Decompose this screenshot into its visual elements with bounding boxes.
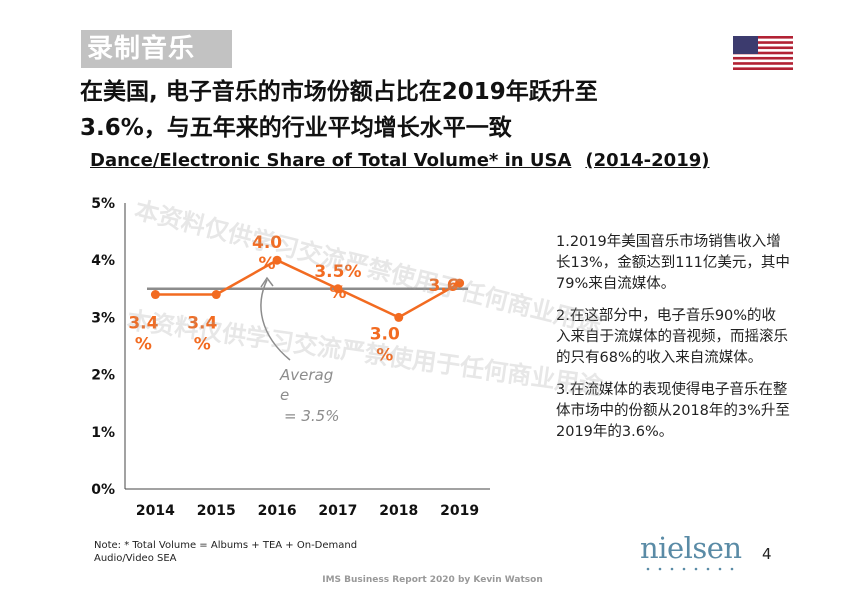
average-arrowhead: [260, 276, 274, 288]
average-label: e: [280, 386, 289, 404]
data-label: 3.5%: [314, 262, 361, 282]
note-3: 3.在流媒体的表现使得电子音乐在整体市场中的份额从2018年的3%升至2019年…: [556, 382, 790, 440]
section-tag: 录制音乐: [81, 30, 232, 68]
us-flag-icon: [733, 36, 793, 70]
headline: 在美国, 电子音乐的市场份额占比在2019年跃升至 3.6%，与五年来的行业平均…: [80, 74, 720, 146]
flag-stripe: [733, 51, 793, 55]
headline-line-1: 在美国, 电子音乐的市场份额占比在2019年跃升至: [80, 79, 598, 105]
average-arrow: [260, 279, 291, 361]
average-label: Averag: [279, 366, 333, 384]
x-tick-label: 2014: [136, 503, 175, 519]
y-tick-label: 0%: [91, 482, 115, 498]
data-point: [333, 284, 343, 294]
data-label: %: [259, 254, 276, 274]
data-label: %: [135, 335, 152, 355]
chart-title-text: Dance/Electronic Share of Total Volume* …: [90, 150, 572, 171]
footnote-source: Audio/Video SEA: [94, 553, 177, 564]
data-label: 3.4: [128, 314, 158, 334]
note-2: 2.在这部分中，电子音乐90%的收入来自于流媒体的音视频，而摇滚乐的只有68%的…: [556, 308, 788, 366]
nielsen-logo: nielsen: [640, 531, 742, 565]
flag-stripe: [733, 36, 793, 39]
data-point: [272, 255, 282, 265]
footer: IMS Business Report 2020 by Kevin Watson: [322, 575, 543, 585]
data-point: [394, 312, 404, 322]
footnote: Note: * Total Volume = Albums + TEA + On…: [94, 539, 357, 565]
data-label: %: [329, 283, 346, 303]
chart-title: Dance/Electronic Share of Total Volume* …: [90, 150, 709, 171]
data-label: 3.6: [429, 276, 459, 296]
data-point: [211, 290, 221, 300]
data-label: %: [376, 345, 393, 365]
flag-stripe: [733, 46, 793, 50]
y-tick-label: 2%: [91, 368, 115, 384]
notes-panel: 1.2019年美国音乐市场销售收入增长13%，金额达到111亿美元，其中79%来…: [556, 232, 790, 454]
average-value-label: = 3.5%: [284, 407, 339, 425]
flag-stripe: [733, 67, 793, 70]
y-tick-label: 1%: [91, 425, 115, 441]
headline-line-2: 3.6%，与五年来的行业平均增长水平一致: [80, 115, 512, 141]
line-chart: 0% 1% 2% 3% 4% 5% 2014 2015 2016 2017 2018 2019 3.4%…: [91, 196, 490, 519]
note-1: 1.2019年美国音乐市场销售收入增长13%，金额达到111亿美元，其中79%来…: [556, 234, 790, 292]
series-line: [155, 258, 461, 319]
x-tick-label: 2019: [440, 503, 479, 519]
data-label: %: [194, 335, 211, 355]
data-point: [455, 278, 465, 288]
flag-stripe: [733, 62, 793, 65]
flag-stripe: [733, 56, 793, 60]
data-label: 3.0: [370, 324, 400, 344]
flag-stripe: [733, 41, 793, 44]
data-label: 3.4: [187, 314, 217, 334]
x-tick-label: 2018: [379, 503, 418, 519]
nielsen-logo-dots: [646, 567, 734, 571]
flag-stripes: [733, 36, 793, 70]
x-tick-label: 2016: [258, 503, 297, 519]
chart-title-years: (2014-2019): [585, 150, 710, 171]
data-label: 4.0: [252, 233, 282, 253]
x-tick-label: 2015: [197, 503, 236, 519]
y-tick-label: 4%: [91, 253, 115, 269]
y-tick-label: 5%: [91, 196, 115, 212]
data-point: [150, 290, 160, 300]
y-tick-label: 3%: [91, 310, 115, 326]
page-number: 4: [762, 545, 772, 563]
footnote-note: Note: * Total Volume = Albums + TEA + On…: [94, 540, 358, 551]
x-tick-label: 2017: [318, 503, 357, 519]
